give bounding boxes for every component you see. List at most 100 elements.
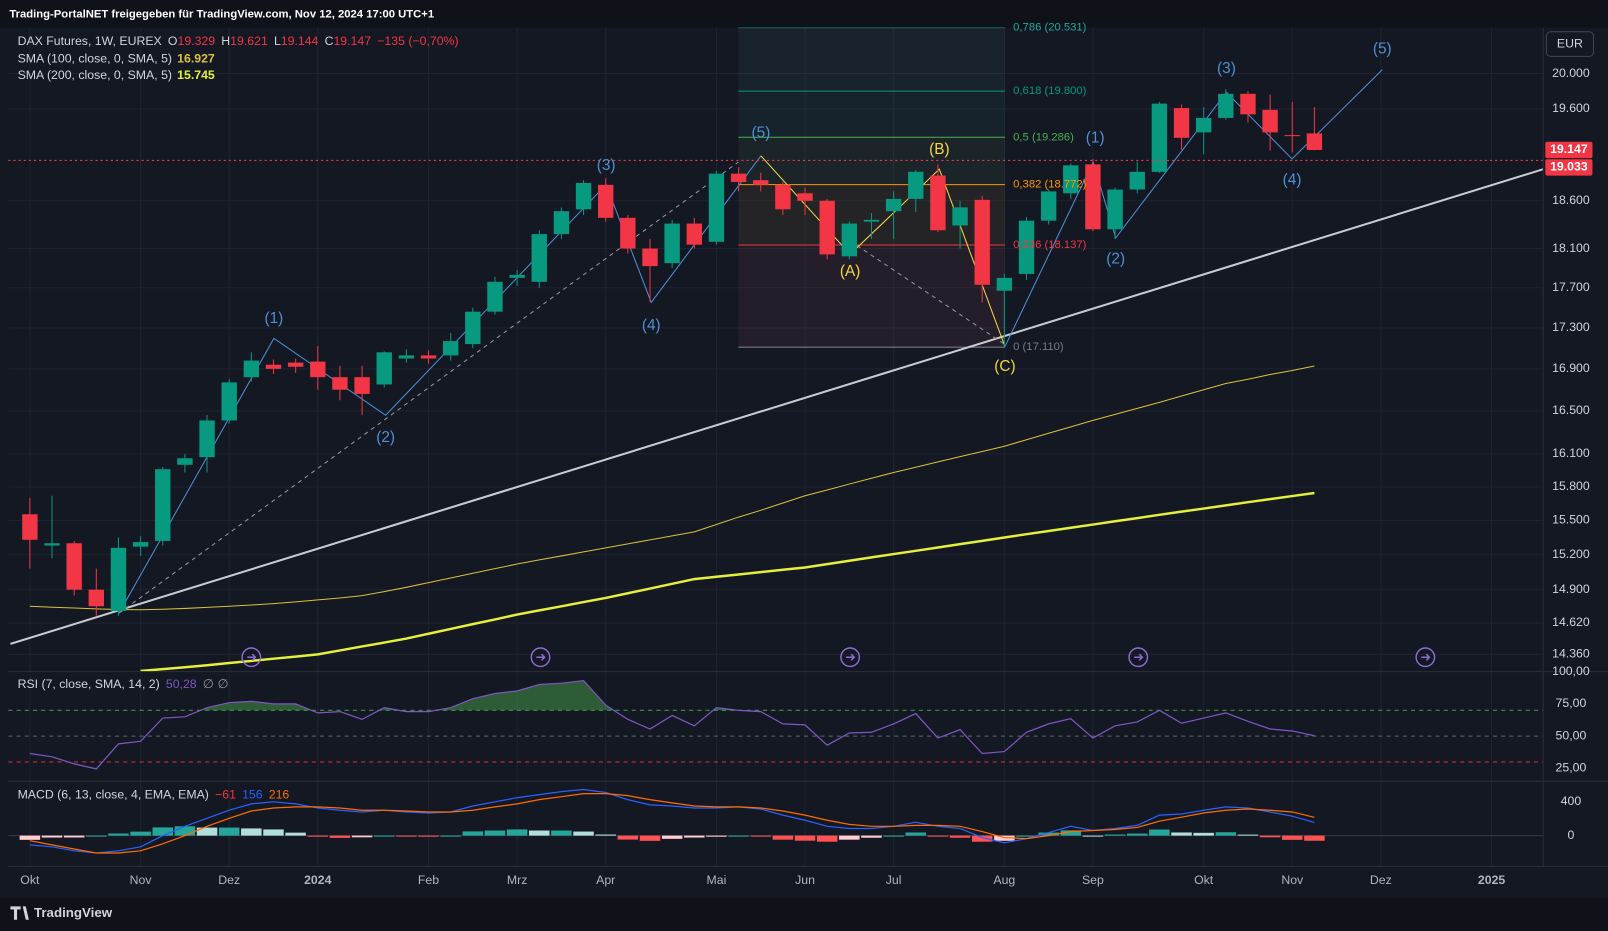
histogram-bar — [617, 835, 639, 840]
macd-title: MACD (6, 13, close, 4, EMA, EMA) — [18, 788, 209, 802]
histogram-bar — [1193, 832, 1214, 836]
x-tick-label: Mrz — [507, 873, 527, 887]
histogram-bar — [1016, 835, 1037, 837]
ohlc-value: 19.147 — [333, 34, 371, 48]
x-tick-label: Nov — [1281, 873, 1304, 887]
candle-body — [1240, 93, 1256, 115]
y-tick-label: 50,00 — [1556, 728, 1587, 742]
histogram-bar — [1237, 834, 1259, 836]
price-label: 19.147 — [1550, 142, 1588, 156]
y-tick-label: 20.000 — [1552, 66, 1590, 80]
candle-body — [553, 211, 570, 235]
histogram-bar — [285, 832, 306, 836]
candle-body — [110, 547, 127, 611]
candle-body — [1218, 93, 1234, 118]
x-tick-label: Jul — [886, 873, 902, 887]
macd-value: 156 — [242, 788, 263, 802]
channel-line — [849, 240, 1006, 345]
histogram-bar — [63, 835, 85, 838]
histogram-bar — [883, 835, 904, 837]
histogram-bar — [462, 831, 484, 836]
macd-value: −61 — [215, 788, 236, 802]
event-icon[interactable] — [241, 647, 262, 668]
x-tick-label: Jun — [795, 873, 815, 887]
wave-label: (A) — [840, 263, 860, 280]
candle-body — [841, 223, 858, 257]
sma-line — [140, 491, 1315, 672]
histogram-bar — [1215, 832, 1237, 836]
y-tick-label: 0 — [1568, 828, 1575, 842]
candle-body — [398, 355, 415, 359]
candle-body — [243, 360, 260, 378]
fib-label: 0,382 (18.772) — [1013, 179, 1087, 191]
candle-body — [1018, 220, 1035, 274]
histogram-bar — [1126, 833, 1148, 836]
wave-label: (5) — [752, 124, 771, 141]
event-icons — [241, 647, 1436, 668]
y-tick-label: 16.500 — [1552, 403, 1590, 417]
y-tick-label: 14.360 — [1552, 647, 1590, 661]
wave-label: (C) — [994, 358, 1015, 375]
x-tick-label: 2024 — [304, 873, 332, 887]
fib-label: 0,786 (20.531) — [1013, 22, 1087, 34]
fib-band — [738, 244, 1005, 348]
x-tick-label: Okt — [1194, 873, 1214, 887]
candle-body — [376, 352, 392, 385]
x-tick-label: Dez — [218, 873, 240, 887]
histogram-bar — [1149, 829, 1170, 836]
symbol-title: DAX Futures, 1W, EUREX — [18, 34, 162, 48]
wave-label: (4) — [1283, 172, 1302, 189]
ohlc-key: L — [274, 34, 281, 48]
candle-body — [1173, 108, 1190, 138]
y-tick-label: 75,00 — [1556, 696, 1587, 710]
candle-body — [1151, 103, 1168, 172]
histogram-bar — [263, 829, 284, 836]
event-icon[interactable] — [1128, 647, 1149, 668]
candle-body — [199, 420, 215, 458]
event-icon[interactable] — [1415, 647, 1436, 668]
histogram-bar — [418, 835, 439, 837]
x-tick-label: 2025 — [1478, 873, 1506, 887]
currency-button[interactable] — [1545, 31, 1595, 57]
y-tick-label: 14.620 — [1552, 615, 1590, 629]
rsi-value: ∅ — [203, 677, 214, 691]
histogram-bar — [772, 835, 794, 840]
event-icon[interactable] — [840, 647, 861, 668]
x-tick-label: Nov — [130, 873, 153, 887]
grid — [8, 27, 1544, 867]
histogram-bar — [927, 835, 949, 837]
y-tick-label: 15.500 — [1552, 513, 1590, 527]
logo-icon — [10, 906, 29, 920]
legend: SMA (200, close, 0, SMA, 5) 15.745 — [18, 68, 215, 82]
candle-body — [1195, 117, 1212, 133]
candle-body — [1107, 189, 1123, 230]
ohlc-value: 19.329 — [178, 34, 216, 48]
y-tick-label: 16.900 — [1552, 361, 1590, 375]
candle-body — [885, 198, 902, 212]
wave-label: (B) — [929, 141, 949, 158]
histogram-bar — [440, 835, 461, 837]
wave-label: (2) — [1106, 250, 1125, 267]
sma-name: SMA (100, close, 0, SMA, 5) — [18, 52, 172, 66]
candle-body — [1284, 135, 1300, 137]
candle-body — [332, 377, 348, 390]
histogram-bar — [373, 835, 395, 837]
candle-body — [442, 341, 459, 356]
histogram-bar — [750, 835, 771, 837]
histogram-bar — [506, 829, 528, 836]
wave-label: (2) — [376, 429, 395, 446]
x-tick-label: Okt — [20, 873, 40, 887]
currency: EUR — [1557, 36, 1583, 50]
wave-labels: (1) (2) (3) (4) (5) (A) (B) (C) (1) (2) … — [265, 40, 1392, 446]
histogram-bar — [396, 835, 417, 837]
event-icon[interactable] — [530, 647, 551, 668]
x-tick-label: Sep — [1082, 873, 1104, 887]
candle-body — [753, 180, 769, 185]
fib-label: 0,236 (18.137) — [1013, 239, 1087, 251]
histogram-bar — [196, 827, 218, 836]
candle-body — [465, 311, 481, 345]
x-tick-label: Aug — [993, 873, 1015, 887]
labels: 20.000 19.600 18.600 18.100 17.700 17.300 16.9… — [20, 22, 1593, 887]
